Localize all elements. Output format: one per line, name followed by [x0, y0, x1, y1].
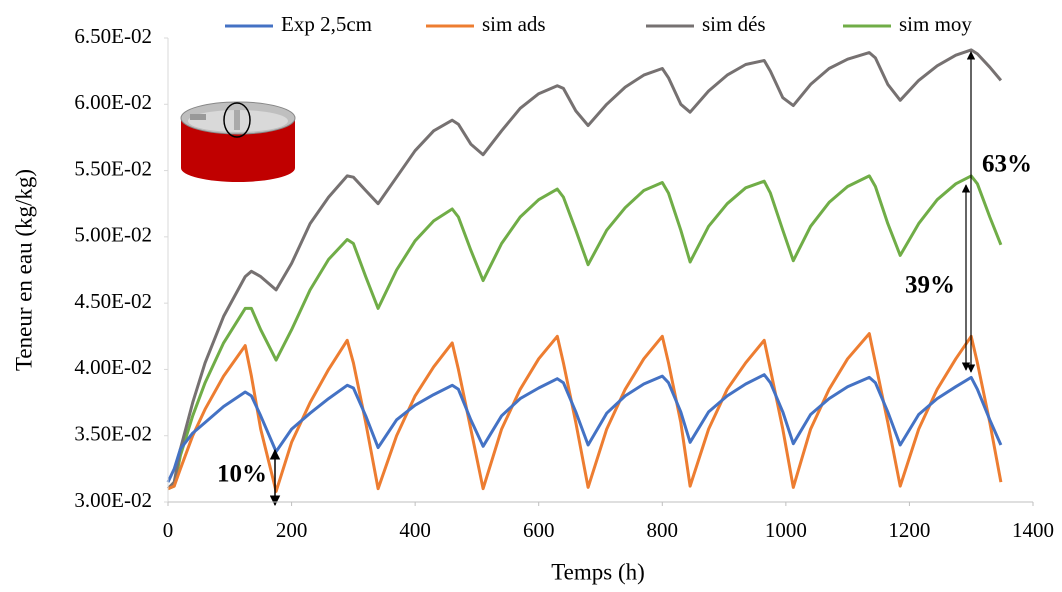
legend-label: sim dés	[702, 12, 766, 36]
x-tick-label: 400	[399, 518, 431, 542]
annotation: 63%	[982, 151, 1032, 178]
y-tick-label: 4.00E-02	[74, 355, 152, 379]
x-tick-label: 1000	[765, 518, 807, 542]
y-tick-label: 6.00E-02	[74, 90, 152, 114]
x-tick-label: 800	[647, 518, 679, 542]
legend-label: sim ads	[482, 12, 546, 36]
y-tick-label: 5.00E-02	[74, 223, 152, 247]
container-icon	[180, 101, 296, 182]
x-tick-label: 600	[523, 518, 555, 542]
y-tick-label: 6.50E-02	[74, 24, 152, 48]
x-tick-label: 1200	[888, 518, 930, 542]
x-tick-label: 200	[276, 518, 308, 542]
legend-label: Exp 2,5cm	[281, 12, 372, 36]
x-tick-label: 0	[163, 518, 174, 542]
y-tick-label: 3.00E-02	[74, 488, 152, 512]
y-tick-label: 3.50E-02	[74, 422, 152, 446]
y-axis-title: Teneur en eau (kg/kg)	[11, 169, 36, 371]
data-line	[167, 332, 1003, 493]
x-tick-label: 1400	[1012, 518, 1054, 542]
y-tick-label: 4.50E-02	[74, 289, 152, 313]
data-line	[166, 373, 1003, 483]
annotation: 10%	[217, 461, 267, 488]
data-line	[167, 174, 1003, 491]
x-axis-title: Temps (h)	[551, 559, 645, 584]
y-tick-label: 5.50E-02	[74, 156, 152, 180]
legend-label: sim moy	[899, 12, 972, 36]
data-line	[166, 48, 1003, 490]
annotation: 39%	[905, 272, 955, 299]
